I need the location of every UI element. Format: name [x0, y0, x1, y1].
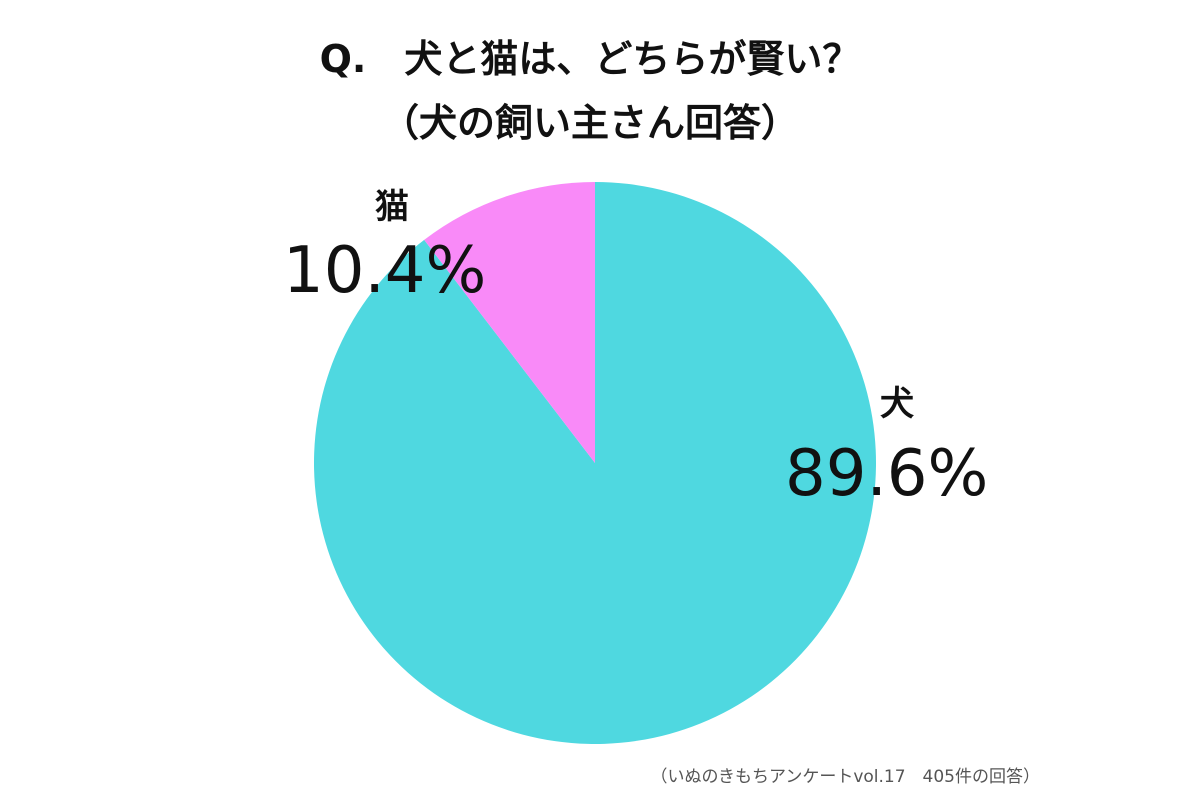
value-label: 10.4% [283, 234, 486, 308]
chart-title: Q. 犬と猫は、どちらが賢い？ [320, 37, 861, 81]
chart-subtitle: （犬の飼い主さん回答） [381, 101, 799, 145]
category-label: 猫 [375, 187, 409, 227]
pie-slice [424, 182, 595, 463]
source-note: （いぬのきもちアンケートvol.17 405件の回答） [651, 767, 1040, 787]
category-label: 犬 [880, 384, 914, 424]
labels: 犬 89.6% 猫 10.4% [283, 187, 988, 511]
value-label: 89.6% [785, 437, 988, 511]
pie-slice [314, 182, 877, 744]
pie [314, 182, 877, 744]
